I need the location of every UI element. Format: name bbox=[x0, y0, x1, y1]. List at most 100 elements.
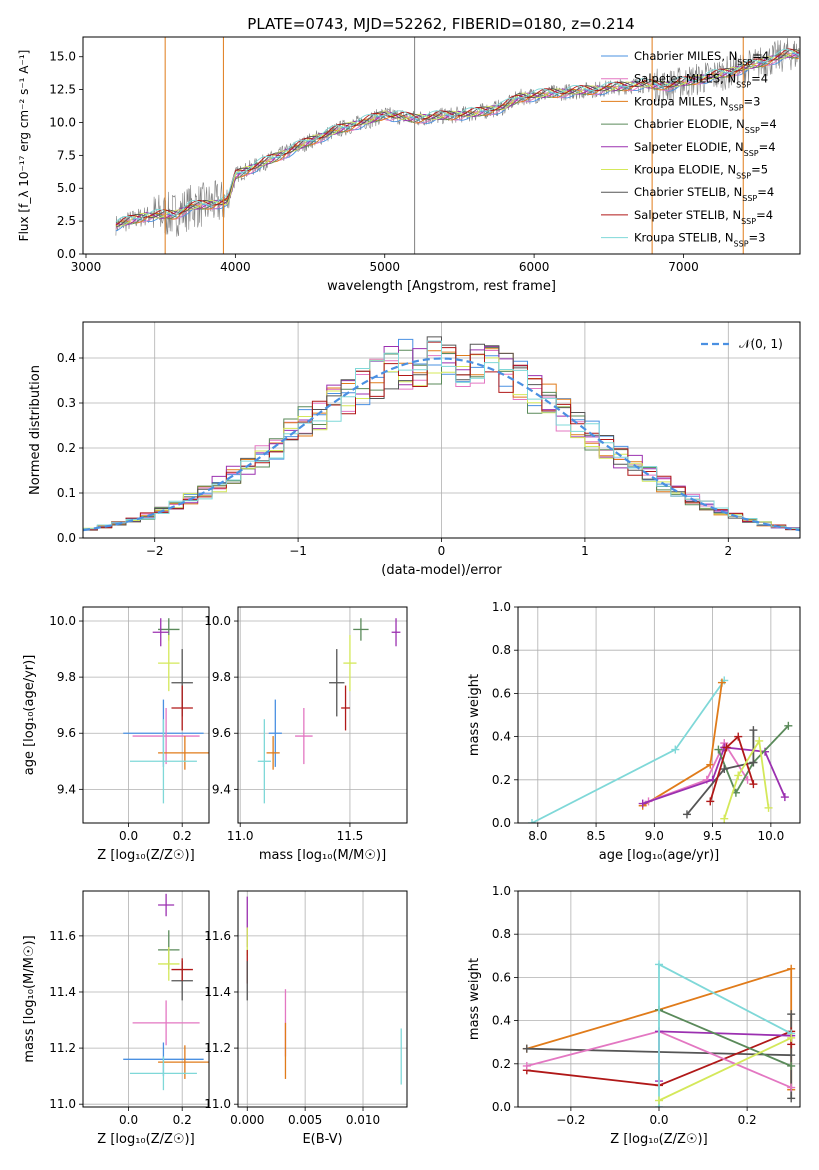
y-tick-label: 1.0 bbox=[492, 600, 511, 614]
axes-weight_vs_z: −0.2 0.0 0.2 0.0 0.2 0.4 0.6 0.8 1.0 Z [log₁₀(Z/Z… bbox=[467, 884, 801, 1147]
weight-line bbox=[686, 730, 755, 815]
y-tick-label: 0.0 bbox=[492, 1100, 511, 1114]
y-tick-label: 10.0 bbox=[204, 614, 231, 628]
y-axis-label: Normed distribution bbox=[28, 365, 43, 495]
x-tick-label: 0.005 bbox=[288, 1113, 322, 1127]
x-axis-label: Z [log₁₀(Z/Z☉)] bbox=[97, 1132, 194, 1147]
y-tick-label: 0.3 bbox=[57, 396, 76, 410]
x-tick-label: 1 bbox=[581, 544, 589, 558]
x-tick-label: 0.010 bbox=[346, 1113, 380, 1127]
y-tick-label: 11.4 bbox=[204, 985, 231, 999]
legend-entry: Salpeter ELODIE, NSSP=4 bbox=[634, 140, 776, 158]
plot-area-weight_vs_age bbox=[527, 676, 793, 823]
weight-line bbox=[658, 1037, 792, 1102]
axes-age_vs_z: 0.0 0.2 9.4 9.6 9.8 10.0 Z [log₁₀(Z/Z☉)] age [l… bbox=[22, 606, 210, 863]
y-tick-label: 9.4 bbox=[212, 782, 231, 796]
y-tick-label: 15.0 bbox=[49, 50, 76, 64]
x-tick-label: 0.0 bbox=[119, 1113, 138, 1127]
y-axis-label: mass weight bbox=[467, 958, 482, 1040]
weight-line bbox=[658, 1008, 792, 1067]
axes-weight_vs_age: 8.0 8.5 9.0 9.5 10.0 0.0 0.2 0.4 0.6 0.8 1.0 age [l… bbox=[467, 600, 801, 863]
y-axis-label: mass weight bbox=[467, 674, 482, 756]
x-tick-label: 9.0 bbox=[645, 829, 664, 843]
figure-title: PLATE=0743, MJD=52262, FIBERID=0180, z=0… bbox=[247, 15, 634, 33]
x-tick-label: 0.2 bbox=[738, 1113, 757, 1127]
x-tick-label: 7000 bbox=[668, 260, 699, 274]
y-tick-label: 11.4 bbox=[49, 985, 76, 999]
x-axis-label: Z [log₁₀(Z/Z☉)] bbox=[610, 1132, 707, 1147]
x-tick-label: 6000 bbox=[519, 260, 550, 274]
axes-frame bbox=[517, 606, 801, 824]
y-tick-label: 0.2 bbox=[492, 1057, 511, 1071]
x-tick-label: 0.2 bbox=[173, 1113, 192, 1127]
y-tick-label: 0.2 bbox=[492, 773, 511, 787]
x-tick-label: 0.000 bbox=[230, 1113, 264, 1127]
legend-entry: Kroupa STELIB, NSSP=3 bbox=[634, 231, 765, 249]
y-tick-label: 0.2 bbox=[57, 441, 76, 455]
legend-entry: Chabrier STELIB, NSSP=4 bbox=[634, 185, 774, 203]
y-tick-label: 9.8 bbox=[57, 670, 76, 684]
y-tick-label: 10.0 bbox=[49, 115, 76, 129]
axes-frame bbox=[237, 890, 408, 1108]
y-tick-label: 9.4 bbox=[57, 782, 76, 796]
x-axis-label: Z [log₁₀(Z/Z☉)] bbox=[97, 848, 194, 863]
plot-area-age_vs_z bbox=[123, 618, 209, 804]
y-tick-label: 11.2 bbox=[204, 1041, 231, 1055]
legend-entry: Chabrier ELODIE, NSSP=4 bbox=[634, 117, 777, 135]
x-axis-label: age [log₁₀(age/yr)] bbox=[599, 848, 720, 863]
axes-age_vs_mass: 11.0 11.5 9.4 9.6 9.8 10.0 mass [log₁₀(M/M☉)] bbox=[204, 606, 408, 863]
y-tick-label: 0.8 bbox=[492, 643, 511, 657]
legend-entry: Kroupa ELODIE, NSSP=5 bbox=[634, 163, 768, 181]
axes-frame bbox=[237, 606, 408, 824]
y-tick-label: 0.8 bbox=[492, 927, 511, 941]
x-tick-label: 0.2 bbox=[173, 829, 192, 843]
x-axis-label: mass [log₁₀(M/M☉)] bbox=[259, 848, 386, 863]
gaussian-curve bbox=[83, 357, 800, 532]
x-axis-label: E(B-V) bbox=[302, 1132, 342, 1147]
y-tick-label: 10.0 bbox=[49, 614, 76, 628]
plot-area-mass_vs_ebv bbox=[246, 896, 402, 1085]
y-axis-label: mass [log₁₀(M/M☉)] bbox=[22, 935, 37, 1062]
axes-mass_vs_ebv: 0.000 0.005 0.010 11.0 11.2 11.4 11.6 E(B-V) bbox=[204, 890, 408, 1147]
y-tick-label: 0.0 bbox=[57, 531, 76, 545]
y-tick-label: 2.5 bbox=[57, 214, 76, 228]
weight-line bbox=[709, 734, 755, 802]
legend-entry: Salpeter MILES, NSSP=4 bbox=[634, 72, 768, 90]
residual-hist-kroupa_stelib bbox=[83, 340, 800, 530]
x-tick-label: 10.0 bbox=[758, 829, 785, 843]
axes-frame bbox=[82, 36, 801, 255]
axes-frame bbox=[82, 890, 210, 1108]
y-tick-label: 0.4 bbox=[492, 730, 511, 744]
y-tick-label: 0.4 bbox=[492, 1014, 511, 1028]
weight-line bbox=[531, 679, 726, 823]
weight-line bbox=[648, 741, 749, 803]
axes-mass_vs_z: 0.0 0.2 11.0 11.2 11.4 11.6 Z [log₁₀(Z/Z☉)] mas… bbox=[22, 890, 210, 1147]
x-tick-label: −2 bbox=[146, 544, 164, 558]
axes-residuals: −2 −1 0 1 2 0.0 0.1 0.2 0.3 0.4 (data-model)/error… bbox=[28, 321, 801, 578]
x-tick-label: 11.5 bbox=[337, 829, 364, 843]
y-tick-label: 0.0 bbox=[57, 247, 76, 261]
plot-area-age_vs_mass bbox=[257, 618, 401, 804]
y-tick-label: 11.0 bbox=[204, 1097, 231, 1111]
legend-entry: Salpeter STELIB, NSSP=4 bbox=[634, 208, 773, 226]
y-tick-label: 0.6 bbox=[492, 686, 511, 700]
x-tick-label: 11.0 bbox=[227, 829, 254, 843]
axes-spectrum: 3000 4000 5000 6000 7000 0.0 2.5 5.0 7.5 10.0 12.5… bbox=[17, 36, 801, 294]
y-axis-label: age [log₁₀(age/yr)] bbox=[22, 655, 37, 776]
x-axis-label: (data-model)/error bbox=[381, 563, 502, 578]
y-tick-label: 12.5 bbox=[49, 83, 76, 97]
x-tick-label: 2 bbox=[724, 544, 732, 558]
x-tick-label: 4000 bbox=[220, 260, 251, 274]
y-tick-label: 11.2 bbox=[49, 1041, 76, 1055]
plot-area-weight_vs_z bbox=[522, 960, 796, 1107]
y-tick-label: 11.6 bbox=[49, 929, 76, 943]
y-tick-label: 11.0 bbox=[49, 1097, 76, 1111]
spectrum-model-kroupa_elodie bbox=[115, 49, 799, 227]
y-tick-label: 1.0 bbox=[492, 884, 511, 898]
y-tick-label: 7.5 bbox=[57, 148, 76, 162]
axes-frame bbox=[82, 606, 210, 824]
y-tick-label: 0.6 bbox=[492, 970, 511, 984]
axes-frame bbox=[82, 321, 801, 539]
x-tick-label: 8.5 bbox=[587, 829, 606, 843]
